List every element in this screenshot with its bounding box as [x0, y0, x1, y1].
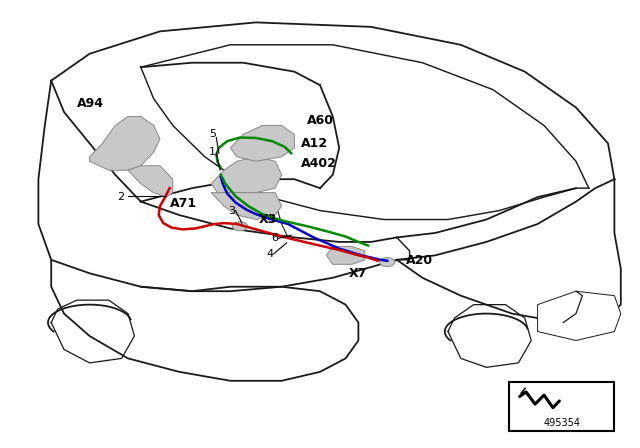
Text: X3: X3	[259, 213, 278, 226]
Text: 3: 3	[228, 206, 235, 215]
Text: 1: 1	[209, 147, 216, 157]
Polygon shape	[90, 116, 160, 170]
Polygon shape	[128, 166, 173, 197]
Text: A94: A94	[77, 96, 104, 110]
Polygon shape	[326, 246, 365, 264]
Text: A402: A402	[301, 157, 337, 170]
Text: 5: 5	[209, 129, 216, 139]
Polygon shape	[211, 157, 282, 193]
Text: 4: 4	[266, 250, 274, 259]
Text: A20: A20	[406, 254, 433, 267]
Ellipse shape	[232, 222, 248, 231]
Text: X7: X7	[349, 267, 367, 280]
FancyBboxPatch shape	[509, 382, 614, 431]
Text: 6: 6	[272, 233, 278, 243]
Polygon shape	[211, 193, 282, 220]
Polygon shape	[230, 125, 294, 161]
Text: 2: 2	[116, 192, 124, 202]
Text: A60: A60	[307, 114, 334, 128]
Polygon shape	[538, 291, 621, 340]
Text: 495354: 495354	[543, 418, 580, 428]
Text: A71: A71	[170, 197, 196, 211]
Ellipse shape	[380, 258, 395, 267]
Text: A12: A12	[301, 137, 328, 150]
